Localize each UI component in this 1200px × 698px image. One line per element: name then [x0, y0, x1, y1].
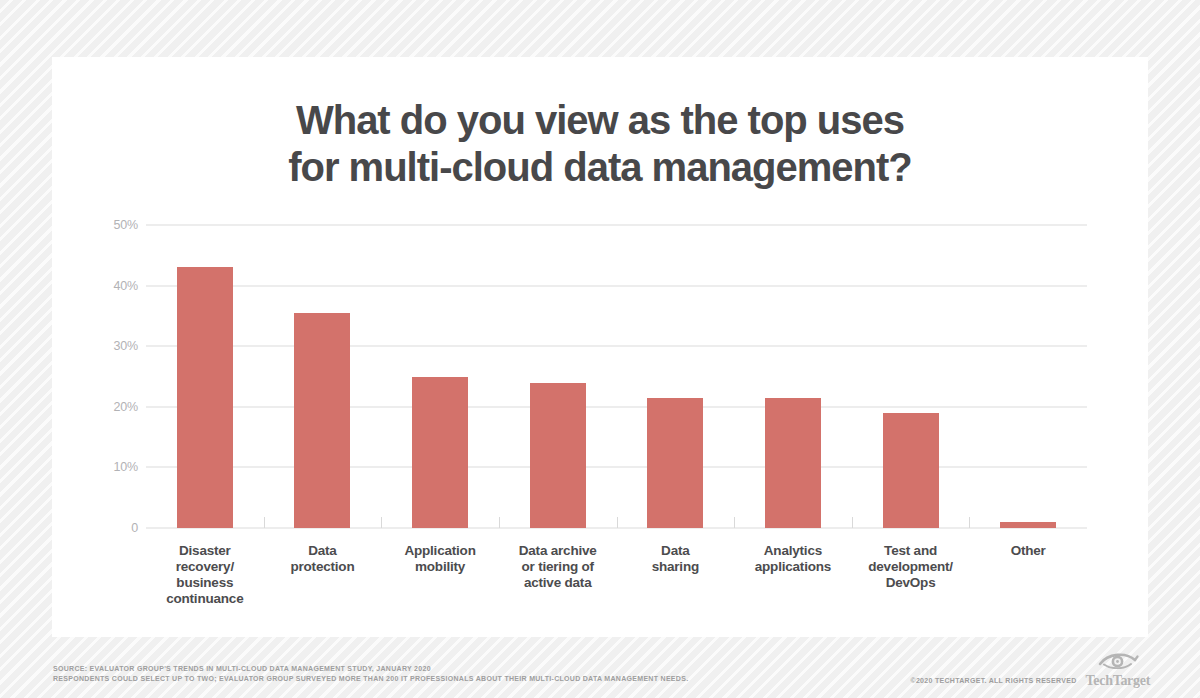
- bar: [647, 398, 703, 528]
- chart-column: [969, 225, 1087, 528]
- category-label: Test and development/ DevOps: [852, 543, 970, 607]
- footer-right: ©2020 TECHTARGET. ALL RIGHTS RESERVED Te…: [910, 650, 1150, 688]
- category-label: Data sharing: [617, 543, 735, 607]
- chart-area: Disaster recovery/ business continuanceD…: [146, 225, 1087, 528]
- logo-wordmark: TechTarget: [1086, 673, 1150, 688]
- bar: [1000, 522, 1056, 528]
- chart-column: [264, 225, 382, 528]
- category-label: Data archive or tiering of active data: [499, 543, 617, 607]
- infographic-card: What do you view as the top uses for mul…: [52, 57, 1148, 637]
- y-axis-tick-label: 30%: [78, 340, 138, 352]
- chart-title: What do you view as the top uses for mul…: [52, 57, 1148, 191]
- y-axis-tick-label: 20%: [78, 401, 138, 413]
- category-label: Disaster recovery/ business continuance: [146, 543, 264, 607]
- chart-column: [734, 225, 852, 528]
- bar: [530, 383, 586, 528]
- techtarget-logo: TechTarget: [1086, 650, 1150, 688]
- page-background: { "header": { "title_lines": ["What do y…: [0, 0, 1200, 698]
- category-label: Analytics applications: [734, 543, 852, 607]
- category-label: Data protection: [264, 543, 382, 607]
- y-axis-tick-label: 50%: [78, 219, 138, 231]
- chart-column: [617, 225, 735, 528]
- source-note: SOURCE: EVALUATOR GROUP'S TRENDS IN MULT…: [53, 664, 688, 684]
- category-label: Other: [969, 543, 1087, 607]
- chart-title-line-2: for multi-cloud data management?: [52, 144, 1148, 191]
- copyright-text: ©2020 TECHTARGET. ALL RIGHTS RESERVED: [910, 677, 1076, 684]
- chart-column: [852, 225, 970, 528]
- chart-column: [146, 225, 264, 528]
- bar-columns: [146, 225, 1087, 528]
- x-axis-labels: Disaster recovery/ business continuanceD…: [146, 543, 1087, 607]
- bar: [294, 313, 350, 528]
- bar: [765, 398, 821, 528]
- y-axis-tick-label: 40%: [78, 280, 138, 292]
- chart-column: [381, 225, 499, 528]
- chart-column: [499, 225, 617, 528]
- chart-title-line-1: What do you view as the top uses: [52, 97, 1148, 144]
- bar: [412, 377, 468, 529]
- eye-icon: [1097, 650, 1139, 673]
- y-axis-tick-label: 10%: [78, 461, 138, 473]
- source-note-line-1: SOURCE: EVALUATOR GROUP'S TRENDS IN MULT…: [53, 664, 688, 674]
- bar: [883, 413, 939, 528]
- bar: [177, 267, 233, 528]
- category-label: Application mobility: [381, 543, 499, 607]
- y-axis-tick-label: 0: [78, 522, 138, 534]
- source-note-line-2: RESPONDENTS COULD SELECT UP TO TWO; EVAL…: [53, 674, 688, 684]
